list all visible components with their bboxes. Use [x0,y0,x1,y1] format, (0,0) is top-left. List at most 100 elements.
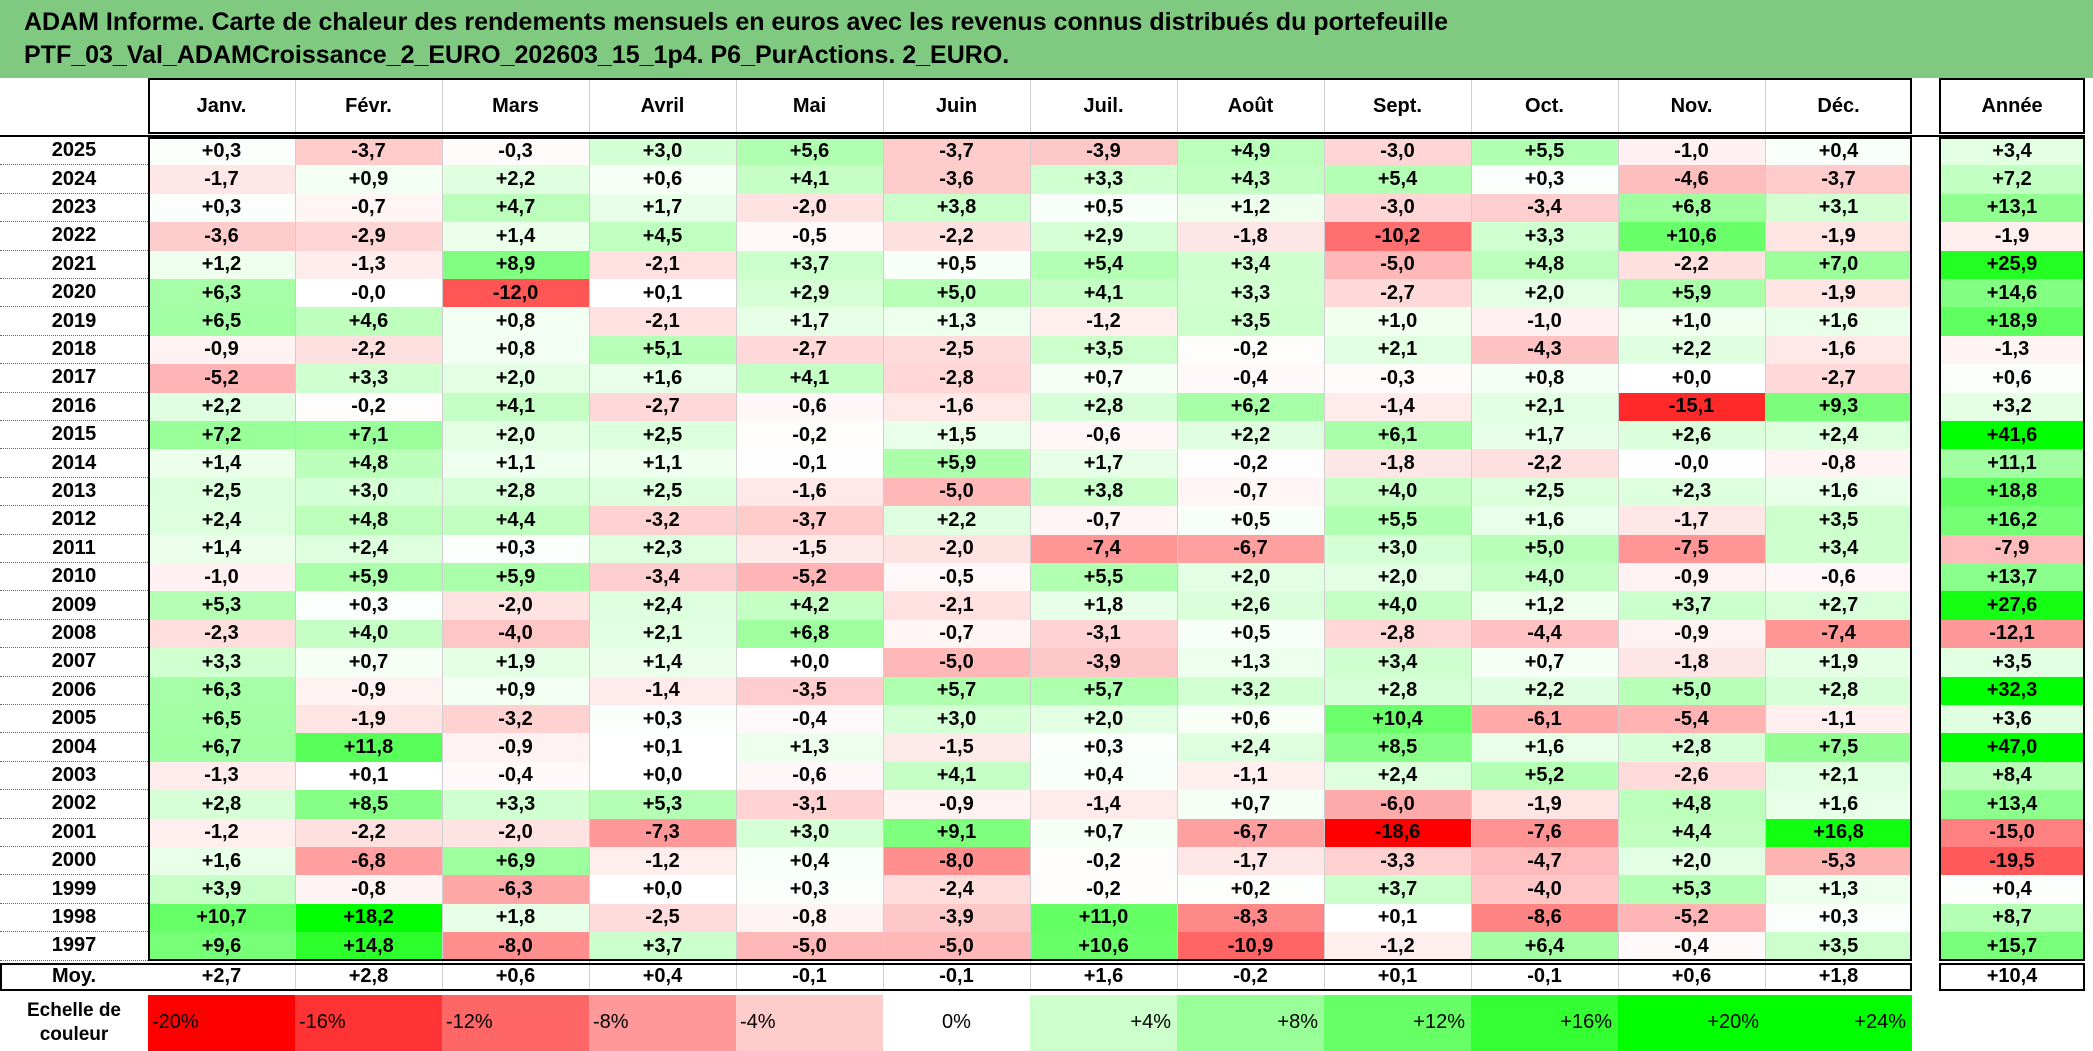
heatmap-cell: -1,9 [1471,790,1618,819]
year-label: 2011 [0,534,148,563]
average-cell: +2,7 [148,962,295,991]
heatmap-cell: +0,7 [295,648,442,677]
heatmap-cell: +6,8 [1618,193,1765,223]
heatmap-cell: -4,6 [1618,165,1765,194]
color-scale-swatch: -16% [295,994,442,1051]
heatmap-cell: +11,8 [295,733,442,762]
heatmap-cell: +2,2 [883,506,1030,535]
heatmap-cell: +3,3 [1030,165,1177,194]
heatmap-cell: -1,1 [1177,761,1324,791]
color-scale-swatch: +12% [1324,994,1471,1051]
heatmap-cell: +1,4 [148,534,295,563]
heatmap-cell: -5,0 [1324,250,1471,279]
heatmap-cell: -5,2 [148,364,295,393]
heatmap-cell: -0,9 [148,335,295,365]
heatmap-cell: +2,1 [1324,335,1471,365]
year-label: 2019 [0,307,148,336]
heatmap-cell: +0,2 [1177,875,1324,904]
annual-cell: -1,3 [1939,335,2085,365]
heatmap-cell: +3,0 [883,705,1030,734]
average-cell: +2,8 [295,962,442,991]
column-header: Nov. [1618,78,1765,134]
heatmap-cell: +1,2 [148,250,295,279]
grid-line [883,78,884,991]
heatmap-cell: -2,0 [736,193,883,223]
heatmap-cell: +5,3 [148,591,295,620]
column-header: Mai [736,78,883,134]
heatmap-cell: +0,7 [1030,364,1177,393]
grid-line [1471,78,1472,991]
heatmap-cell: +4,6 [295,307,442,336]
heatmap-cell: +3,9 [148,875,295,904]
heatmap-cell: -1,0 [1471,307,1618,336]
year-label: 2007 [0,648,148,677]
heatmap-cell: -0,1 [736,449,883,478]
heatmap-cell: +1,7 [589,193,736,223]
annual-cell: +15,7 [1939,932,2085,961]
color-scale-swatch: +24% [1765,994,1912,1051]
year-label: 1998 [0,903,148,933]
heatmap-cell: -0,6 [736,761,883,791]
heatmap-cell: +4,2 [736,591,883,620]
heatmap-cell: -4,4 [1471,619,1618,649]
heatmap-cell: -5,0 [883,648,1030,677]
heatmap-cell: -5,3 [1765,847,1912,876]
heatmap-cell: -5,4 [1618,705,1765,734]
heatmap-cell: +5,9 [295,563,442,592]
heatmap-cell: +6,5 [148,705,295,734]
year-label: 2010 [0,563,148,592]
heatmap-cell: +0,3 [295,591,442,620]
heatmap-cell: -0,2 [295,392,442,421]
annual-cell: +3,4 [1939,137,2085,166]
heatmap-cell: +1,9 [1765,648,1912,677]
heatmap-cell: +1,1 [589,449,736,478]
heatmap-cell: +1,6 [1471,506,1618,535]
column-header: Avril [589,78,736,134]
heatmap-cell: +4,4 [442,506,589,535]
heatmap-cell: -0,4 [1177,364,1324,393]
heatmap-cell: +6,4 [1471,932,1618,961]
heatmap-cell: -1,9 [1765,279,1912,308]
heatmap-cell: -1,6 [736,477,883,507]
heatmap-cell: +3,7 [1618,591,1765,620]
year-label: 2018 [0,335,148,365]
heatmap-cell: +16,8 [1765,818,1912,847]
column-header: Janv. [148,78,295,134]
heatmap-cell: -0,4 [736,705,883,734]
heatmap-cell: +4,8 [295,506,442,535]
heatmap-cell: -0,7 [883,619,1030,649]
heatmap-cell: +5,0 [1618,676,1765,705]
year-label: 2013 [0,477,148,507]
heatmap-cell: -8,3 [1177,903,1324,933]
heatmap-cell: +3,8 [883,193,1030,223]
heatmap-cell: +10,6 [1618,222,1765,251]
heatmap-cell: -3,2 [589,506,736,535]
heatmap-cell: +4,7 [442,193,589,223]
heatmap-cell: +2,8 [1618,733,1765,762]
heatmap-cell: +3,0 [295,477,442,507]
heatmap-cell: +3,7 [736,250,883,279]
report-title: ADAM Informe. Carte de chaleur des rende… [0,0,2093,78]
heatmap-cell: +1,8 [442,903,589,933]
heatmap-cell: +9,1 [883,818,1030,847]
year-label: 2024 [0,165,148,194]
heatmap-cell: +10,4 [1324,705,1471,734]
heatmap-cell: +14,8 [295,932,442,961]
heatmap-cell: -3,4 [1471,193,1618,223]
heatmap-cell: -7,5 [1618,534,1765,563]
heatmap-cell: +0,9 [442,676,589,705]
average-cell: -0,2 [1177,962,1324,991]
heatmap-cell: -2,5 [589,903,736,933]
year-label: 2012 [0,506,148,535]
heatmap-cell: +9,3 [1765,392,1912,421]
heatmap-cell: +2,4 [1765,421,1912,450]
year-label: 2022 [0,222,148,251]
heatmap-cell: +4,1 [1030,279,1177,308]
heatmap-cell: -0,0 [295,279,442,308]
heatmap-cell: -5,0 [883,932,1030,961]
heatmap-cell: +0,8 [442,307,589,336]
heatmap-cell: -1,6 [883,392,1030,421]
heatmap-cell: -0,8 [1765,449,1912,478]
heatmap-cell: +6,7 [148,733,295,762]
annual-cell: +41,6 [1939,421,2085,450]
